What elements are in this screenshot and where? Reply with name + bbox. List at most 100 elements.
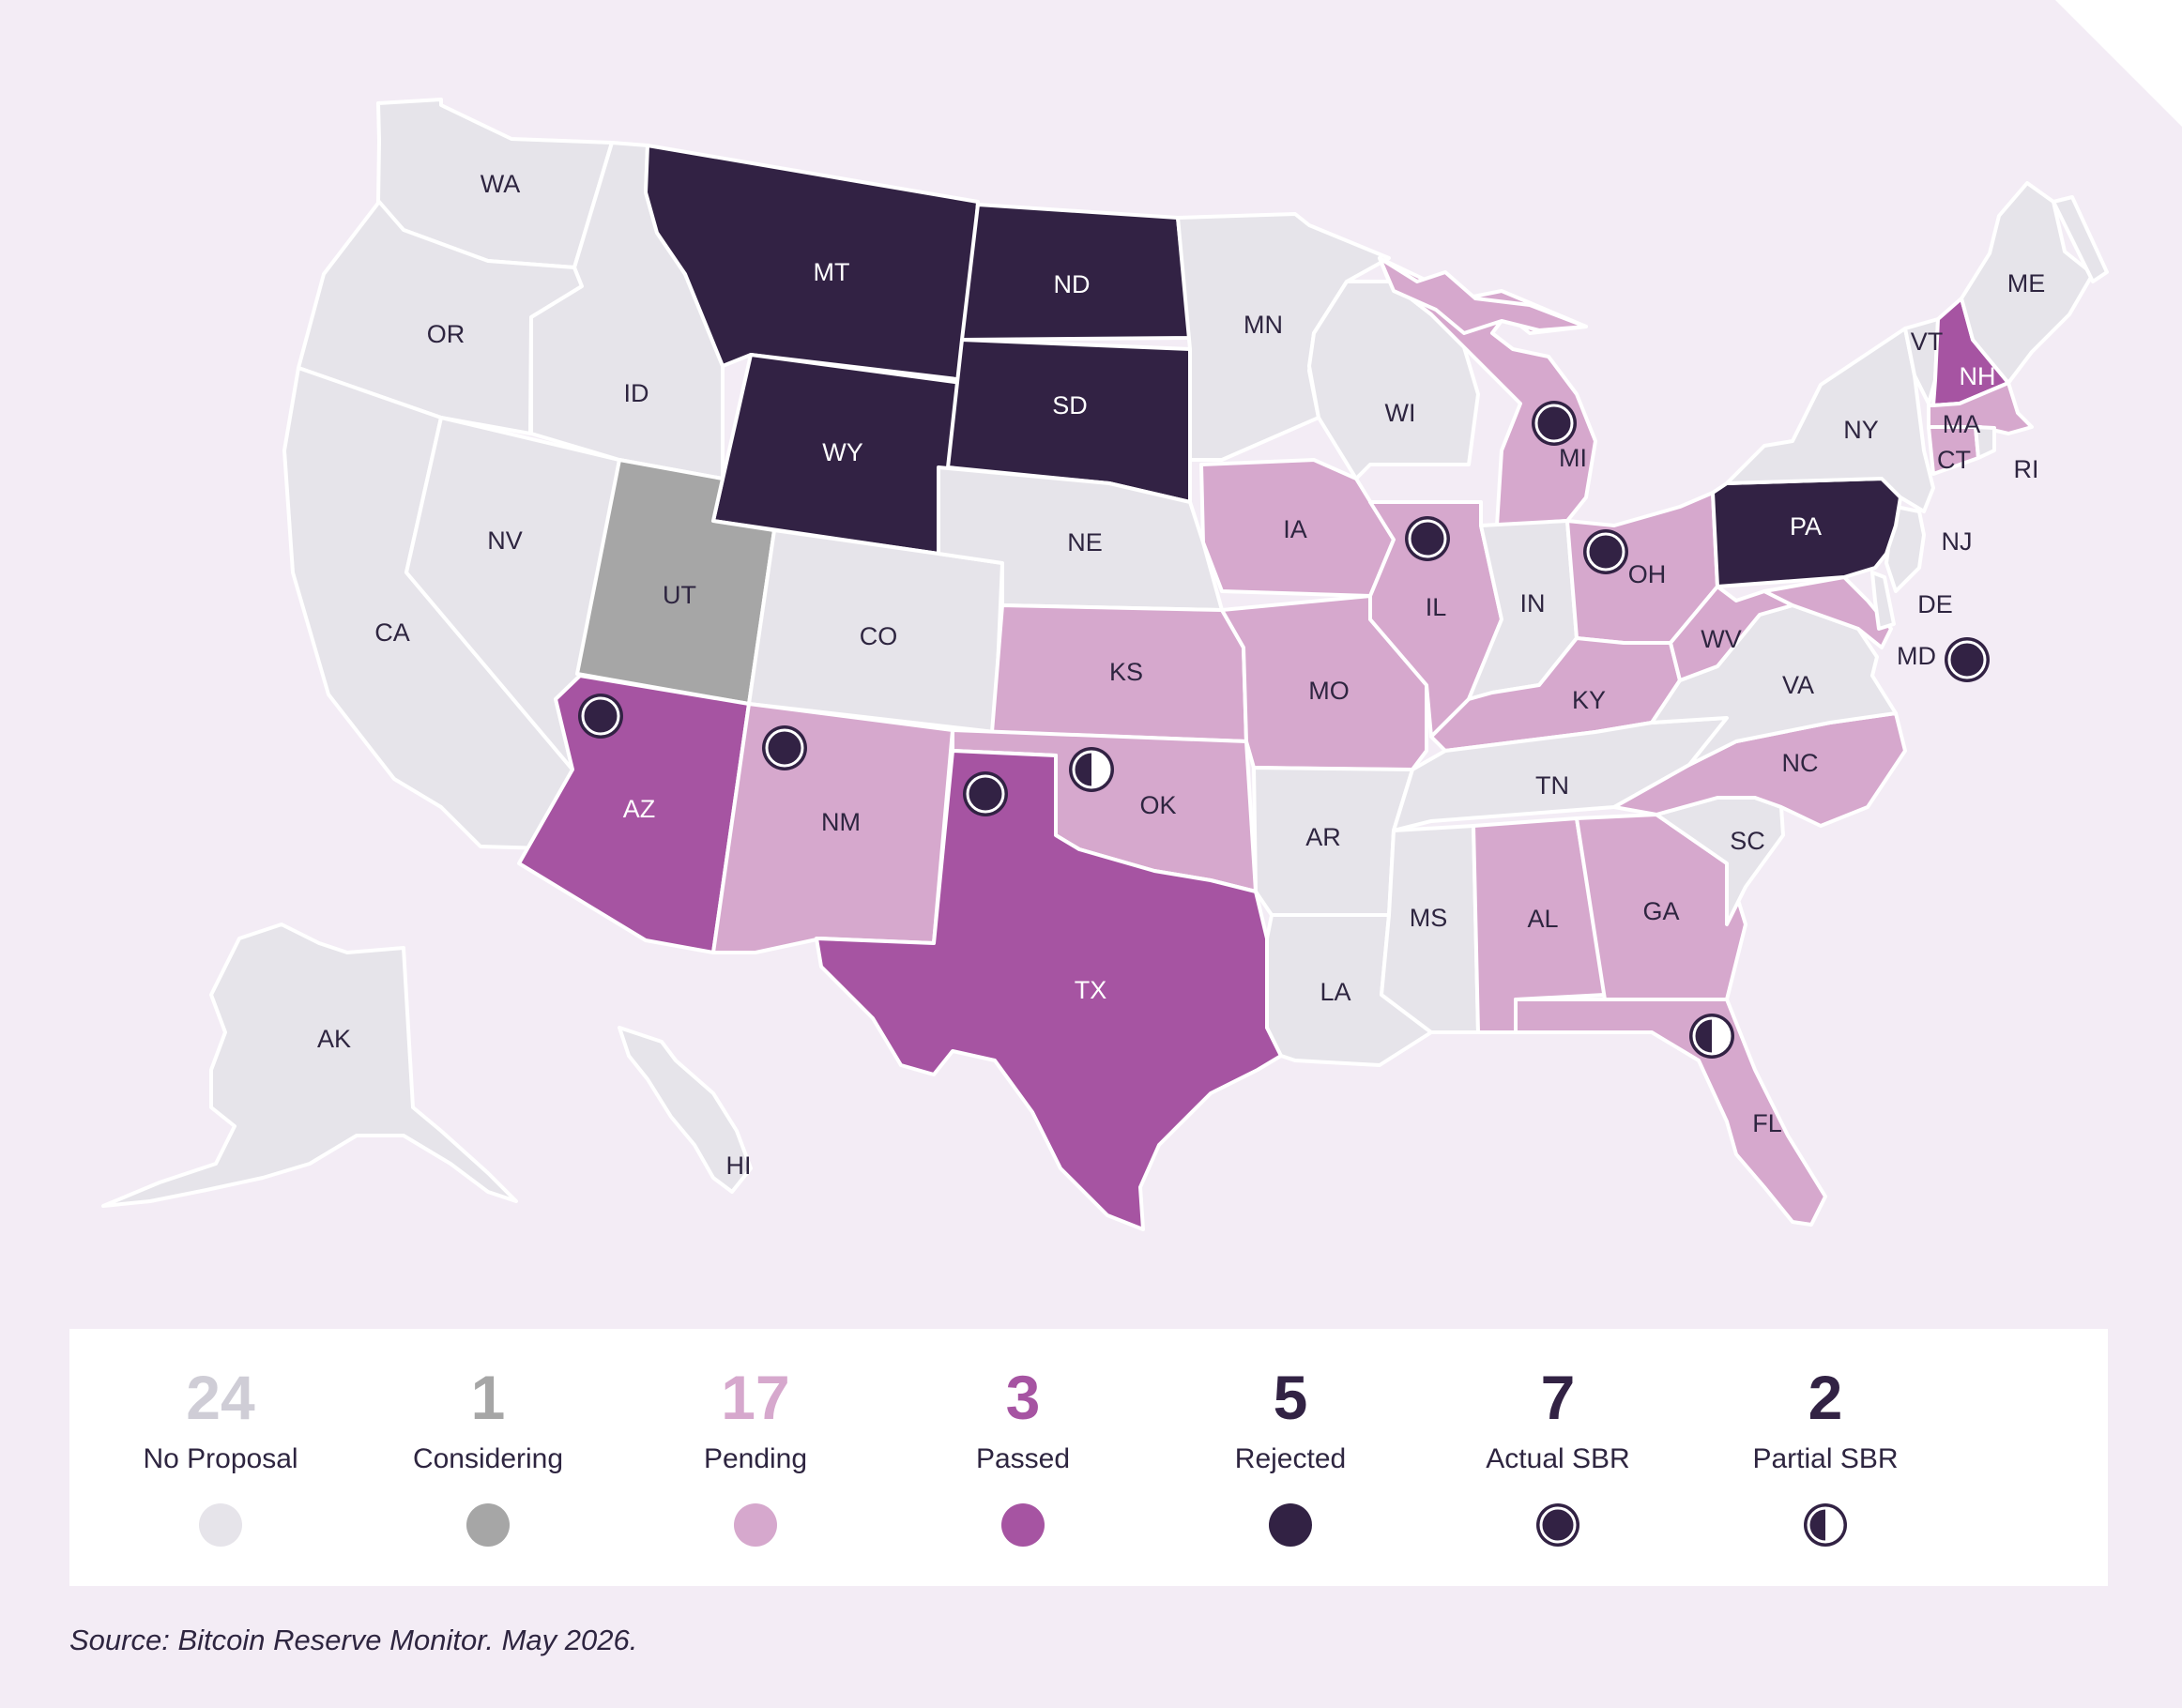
actual-sbr-marker-mi [1532, 401, 1577, 446]
state-label-md: MD [1897, 642, 1936, 670]
state-label-or: OR [427, 320, 465, 348]
state-label-nh: NH [1960, 362, 1996, 390]
state-label-ct: CT [1937, 446, 1971, 474]
legend-item-partial-sbr: 2 Partial SBR [1689, 1329, 1961, 1586]
state-label-nm: NM [821, 808, 861, 836]
state-me-part [2052, 195, 2109, 283]
legend-label: Pending [703, 1443, 808, 1474]
state-me [1960, 181, 2095, 385]
us-states-map: WA OR CA NV ID MT WY UT CO AZ NM ND SD NE KS OK TX MN IA MO… [101, 0, 2182, 1231]
state-label-mt: MT [814, 258, 850, 286]
actual-sbr-marker-nm [762, 725, 807, 770]
state-label-mi: MI [1559, 444, 1587, 472]
legend-item-considering: 1 Considering [352, 1329, 624, 1586]
state-label-ms: MS [1410, 904, 1448, 932]
state-label-sc: SC [1730, 827, 1765, 855]
state-label-ut: UT [663, 581, 696, 609]
legend-label: Rejected [1234, 1443, 1347, 1474]
state-label-ia: IA [1283, 515, 1307, 543]
state-tx [815, 749, 1283, 1231]
state-label-nj: NJ [1942, 527, 1973, 556]
legend-item-actual-sbr: 7 Actual SBR [1422, 1329, 1694, 1586]
state-label-tx: TX [1075, 976, 1107, 1004]
state-label-ar: AR [1305, 823, 1341, 851]
state-label-nv: NV [487, 526, 523, 555]
legend-count: 5 [1273, 1363, 1308, 1432]
actual-sbr-icon [1536, 1503, 1579, 1547]
actual-sbr-marker-il [1405, 516, 1450, 561]
source-note: Source: Bitcoin Reserve Monitor. May 202… [69, 1624, 638, 1656]
state-md [1762, 575, 1893, 649]
state-ri [1974, 425, 1996, 460]
legend-count: 24 [186, 1363, 255, 1432]
legend-swatch-dot [1269, 1503, 1312, 1547]
state-label-pa: PA [1790, 512, 1822, 541]
state-label-ca: CA [374, 618, 410, 647]
state-label-ky: KY [1572, 686, 1606, 714]
actual-sbr-marker-md [1945, 637, 1990, 682]
legend-item-rejected: 5 Rejected [1154, 1329, 1427, 1586]
state-label-de: DE [1917, 590, 1953, 618]
legend-item-pending: 17 Pending [619, 1329, 892, 1586]
state-label-sd: SD [1052, 391, 1088, 419]
state-de [1870, 571, 1896, 631]
state-label-ma: MA [1943, 410, 1981, 438]
legend-count: 17 [721, 1363, 790, 1432]
state-label-la: LA [1320, 978, 1350, 1006]
state-label-ri: RI [2014, 455, 2039, 483]
state-label-fl: FL [1752, 1109, 1782, 1137]
state-hi [618, 1026, 753, 1194]
state-label-ne: NE [1067, 528, 1103, 557]
legend-count: 2 [1808, 1363, 1843, 1432]
state-label-nc: NC [1782, 749, 1819, 777]
state-vt [1903, 317, 1940, 405]
legend-swatch-dot [199, 1503, 242, 1547]
state-label-wv: WV [1701, 625, 1742, 653]
legend-panel: 24 No Proposal 1 Considering 17 Pending 3 Passe… [69, 1329, 2108, 1586]
state-fl [1514, 998, 1827, 1227]
state-label-co: CO [860, 622, 898, 650]
state-label-ak: AK [317, 1025, 351, 1053]
state-label-ks: KS [1109, 658, 1143, 686]
partial-sbr-icon [1804, 1503, 1847, 1547]
state-label-ga: GA [1642, 897, 1679, 925]
partial-sbr-marker-fl [1689, 1014, 1734, 1059]
legend-label: Passed [975, 1443, 1071, 1474]
state-label-in: IN [1520, 589, 1546, 618]
state-label-az: AZ [623, 795, 656, 823]
actual-sbr-marker-oh [1583, 529, 1628, 574]
legend-swatch-dot [1001, 1503, 1045, 1547]
state-label-ny: NY [1843, 416, 1879, 444]
legend-label: No Proposal [143, 1443, 298, 1474]
actual-sbr-marker-az [578, 694, 623, 739]
legend-label: Partial SBR [1752, 1443, 1899, 1474]
state-label-wy: WY [822, 438, 863, 466]
legend-count: 1 [470, 1363, 506, 1432]
state-label-il: IL [1426, 593, 1447, 621]
legend-count: 7 [1540, 1363, 1576, 1432]
state-label-tn: TN [1535, 771, 1569, 800]
partial-sbr-marker-ok [1069, 747, 1114, 792]
corner-fold [2055, 0, 2182, 127]
state-label-wa: WA [481, 170, 521, 198]
state-label-nd: ND [1054, 270, 1091, 298]
legend-item-passed: 3 Passed [887, 1329, 1159, 1586]
actual-sbr-marker-tx [963, 771, 1008, 816]
legend-count: 3 [1005, 1363, 1041, 1432]
state-label-wi: WI [1385, 399, 1416, 427]
state-label-ok: OK [1139, 791, 1176, 819]
legend-item-no-proposal: 24 No Proposal [84, 1329, 357, 1586]
legend-label: Considering [412, 1443, 564, 1474]
state-ak [101, 923, 518, 1208]
legend-label: Actual SBR [1486, 1443, 1630, 1474]
legend-swatch-dot [466, 1503, 510, 1547]
legend-swatch-dot [734, 1503, 777, 1547]
state-label-mn: MN [1244, 311, 1283, 339]
state-label-hi: HI [726, 1151, 752, 1180]
state-label-va: VA [1782, 671, 1814, 699]
state-label-vt: VT [1911, 328, 1944, 356]
state-mi-part [1378, 256, 1588, 335]
state-label-oh: OH [1628, 560, 1667, 588]
state-label-al: AL [1527, 905, 1558, 933]
state-wi [1307, 280, 1480, 480]
